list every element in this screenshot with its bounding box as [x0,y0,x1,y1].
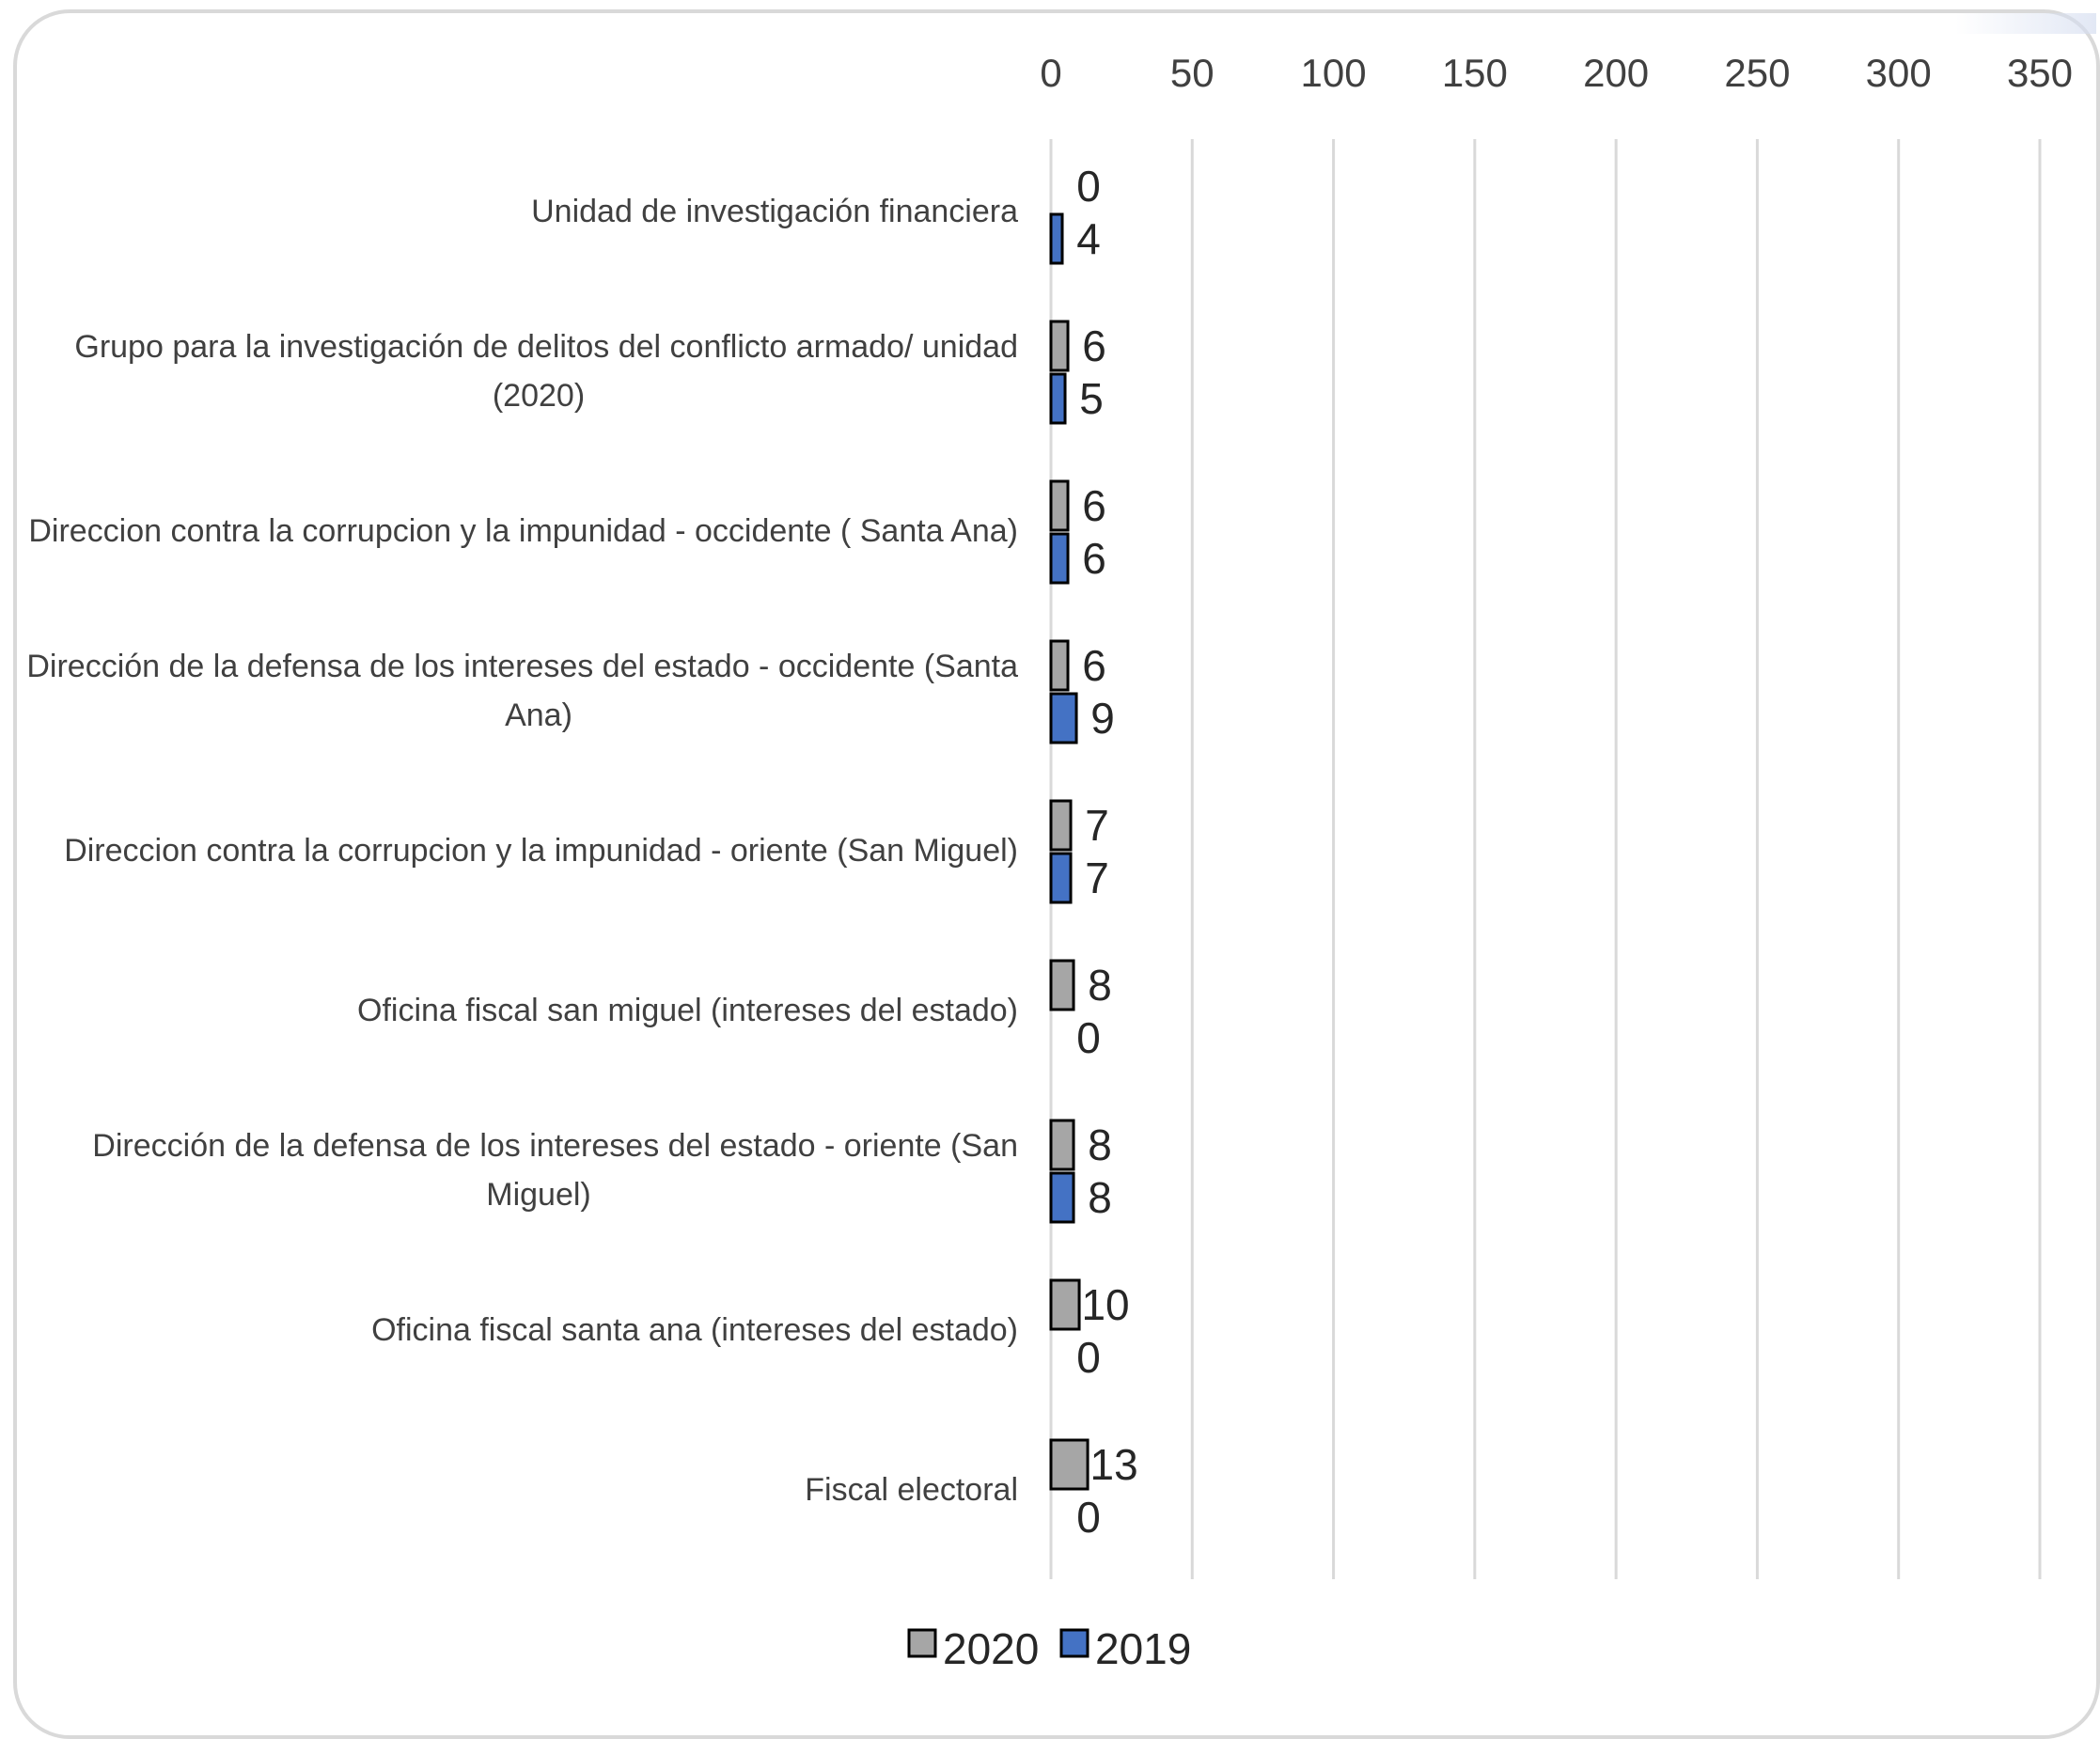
category-label: Oficina fiscal santa ana (intereses del … [371,1312,1018,1348]
category-labels: Unidad de investigación financiera Grupo … [26,194,1018,1508]
x-tick-label: 50 [1170,51,1215,95]
x-tick-label: 0 [1040,51,1061,95]
category-label: Dirección de la defensa de los intereses… [92,1128,1018,1164]
legend-swatch-2019 [1059,1628,1089,1658]
legend-label: 2019 [1095,1624,1191,1673]
data-label: 5 [1079,374,1104,423]
data-label: 6 [1082,481,1106,530]
bar-2019 [1049,852,1073,904]
bar-2019 [1049,372,1067,425]
x-tick-label: 250 [1724,51,1790,95]
x-axis-ticks: 0 50 100 150 200 250 300 350 [1040,51,2073,95]
data-label: 0 [1076,1333,1101,1382]
data-label: 8 [1088,1120,1112,1169]
bar-2020 [1049,959,1075,1011]
category-label: Grupo para la investigación de delitos d… [74,329,1018,365]
category-label: Direccion contra la corrupcion y la impu… [28,513,1018,549]
data-label: 4 [1076,214,1101,263]
data-label: 6 [1082,641,1106,690]
category-label: Direccion contra la corrupcion y la impu… [64,833,1018,869]
bar-2020 [1049,1119,1075,1171]
legend-label: 2020 [943,1624,1039,1673]
data-label: 10 [1081,1280,1129,1329]
bar-2020 [1049,320,1070,372]
x-tick-label: 200 [1583,51,1649,95]
bar-2019 [1049,692,1078,744]
data-label: 6 [1082,534,1106,583]
corner-decoration [1955,13,2096,34]
category-label: Ana) [505,697,572,733]
data-label: 8 [1088,1173,1112,1222]
bar-2020 [1049,1278,1081,1331]
data-label: 13 [1089,1440,1137,1489]
data-label: 6 [1082,321,1106,370]
data-label: 0 [1076,1493,1101,1542]
bar-2019 [1049,532,1070,585]
x-tick-label: 350 [2007,51,2073,95]
category-label: Unidad de investigación financiera [531,194,1018,229]
category-label: Miguel) [486,1177,590,1213]
bar-2020 [1049,799,1073,852]
gridlines [1049,139,2042,1579]
category-label: Dirección de la defensa de los intereses… [26,649,1018,684]
bar-2020 [1049,479,1070,532]
bar-2020 [1049,639,1070,692]
data-label: 9 [1090,694,1115,743]
legend: 2020 2019 [907,1624,1191,1673]
bar-2020 [1049,1438,1089,1491]
legend-swatch-2020 [907,1628,937,1658]
category-label: Oficina fiscal san miguel (intereses del… [357,993,1018,1028]
x-tick-label: 150 [1442,51,1508,95]
bar-2019 [1049,212,1064,265]
x-tick-label: 300 [1866,51,1932,95]
data-label: 8 [1088,961,1112,1010]
category-label: Fiscal electoral [805,1472,1018,1508]
data-label: 7 [1085,801,1109,850]
data-label: 7 [1085,854,1109,902]
category-label: (2020) [493,378,585,414]
data-label: 0 [1076,1013,1101,1062]
bar-2019 [1049,1171,1075,1224]
bars [1049,212,1089,1491]
x-tick-label: 100 [1301,51,1367,95]
data-label: 0 [1076,162,1101,211]
